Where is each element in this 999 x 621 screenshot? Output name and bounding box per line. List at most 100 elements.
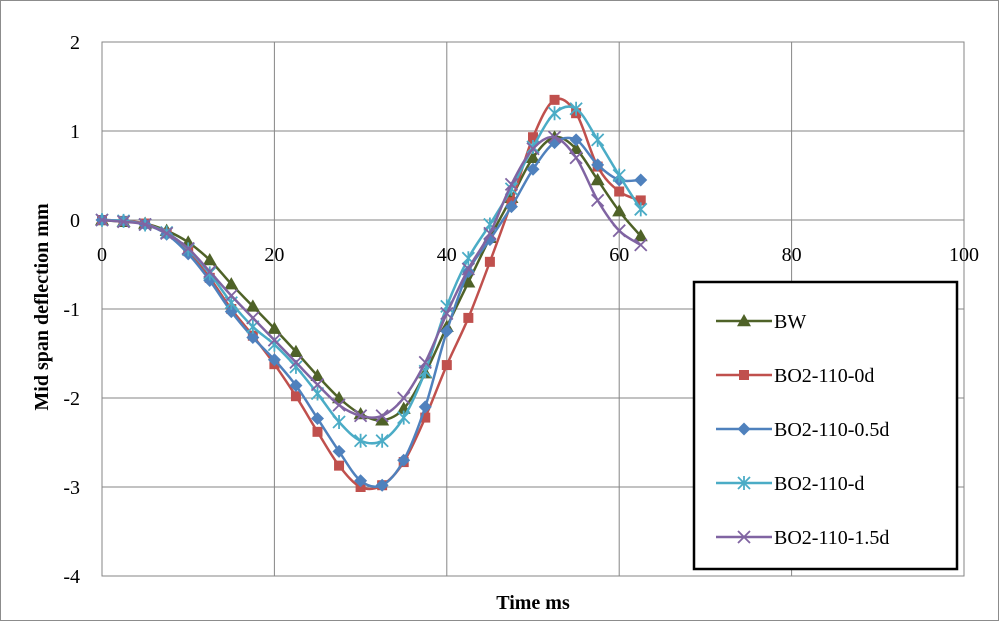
legend-label-1: BO2-110-0d (774, 365, 874, 387)
x-tick-label-3: 60 (609, 244, 629, 266)
series-4-point-19 (504, 177, 519, 192)
series-2-point-20 (526, 162, 540, 176)
series-2-point-16 (440, 324, 454, 338)
series-4-point-23 (591, 193, 605, 208)
series-4-point-8 (267, 333, 282, 347)
series-3-point-25 (634, 202, 648, 217)
x-tick-label-2: 40 (437, 244, 457, 266)
x-axis-title: Time ms (496, 592, 570, 614)
series-3-point-21 (547, 106, 562, 121)
legend-item-3: BO2-110-d (716, 473, 864, 495)
series-2-point-19 (504, 200, 518, 214)
series-3-point-23 (591, 132, 605, 147)
series-4-point-6 (224, 289, 238, 303)
series-4-point-9 (289, 355, 303, 370)
series-2-point-25 (634, 173, 648, 187)
legend-marker-4 (737, 530, 751, 544)
series-0-point-17 (461, 275, 476, 288)
series-0-point-7 (245, 299, 260, 312)
series-4-point-5 (203, 264, 217, 279)
y-tick-label-1: -3 (63, 477, 80, 499)
series-4-point-25 (634, 238, 648, 252)
series-4-point-21 (547, 130, 562, 144)
series-4-point-14 (397, 391, 411, 405)
series-4-point-3 (160, 226, 174, 240)
series-0-point-20 (526, 150, 540, 163)
series-3-point-12 (353, 433, 368, 448)
series-2-point-9 (289, 379, 303, 393)
series-2 (95, 133, 648, 492)
series-line-1 (101, 97, 642, 491)
series-0-point-8 (267, 321, 282, 334)
series-line-3 (101, 105, 642, 445)
series-1-point-20 (528, 132, 538, 143)
series-4-point-2 (138, 217, 152, 232)
series-0-point-11 (332, 391, 347, 404)
series-3-point-14 (397, 410, 411, 425)
legend-item-2: BO2-110-0.5d (716, 419, 889, 441)
series-2-point-11 (332, 444, 346, 458)
series-3-point-11 (332, 415, 346, 430)
series-2-point-22 (569, 133, 583, 147)
series-4-point-20 (526, 142, 540, 156)
y-tick-label-4: 0 (70, 210, 80, 232)
series-line-4 (101, 135, 642, 419)
series-1-point-9 (290, 391, 301, 402)
series-1-point-21 (549, 94, 560, 105)
series-4-point-16 (440, 306, 454, 321)
legend-item-0: BW (716, 311, 806, 333)
x-tick-label-0: 0 (97, 244, 107, 266)
x-tick-label-1: 20 (264, 244, 284, 266)
series-1-point-11 (334, 460, 345, 471)
y-axis-title: Mid span deflection mm (31, 203, 53, 411)
legend-marker-3 (737, 476, 751, 490)
series-4-point-15 (418, 355, 432, 370)
legend-marker-1 (739, 370, 749, 380)
series-2-point-10 (311, 411, 324, 425)
series-4-point-24 (612, 224, 626, 238)
series-0-point-9 (288, 344, 303, 357)
series-4-point-22 (569, 151, 583, 165)
legend-label-4: BO2-110-1.5d (774, 527, 889, 549)
series-line-2 (101, 136, 641, 489)
series-2-point-15 (418, 400, 432, 414)
series-2-point-13 (375, 478, 389, 492)
series-0-point-5 (202, 253, 217, 266)
plot-area (101, 41, 965, 577)
series-2-point-14 (397, 453, 411, 467)
series-3-point-22 (569, 101, 583, 116)
legend: BW BO2-110-0d BO2-110-0.5d BO2-110-d BO2-110… (692, 280, 959, 571)
series-line-0 (101, 135, 642, 422)
series-0-point-10 (310, 368, 325, 381)
series-4-point-11 (332, 398, 346, 412)
series-0-point-24 (612, 204, 627, 217)
y-tick-label-2: -2 (63, 388, 80, 410)
plot-border (101, 41, 965, 577)
legend-item-1: BO2-110-0d (716, 365, 874, 387)
series-0-point-23 (590, 172, 605, 186)
x-tick-label-5: 100 (949, 244, 979, 266)
x-tick-label-4: 80 (782, 244, 802, 266)
series-1-point-25 (635, 195, 646, 206)
legend-label-2: BO2-110-0.5d (774, 419, 889, 441)
legend-box (692, 280, 959, 571)
y-tick-label-0: -4 (63, 566, 80, 588)
series-4-point-18 (483, 226, 497, 240)
series-2-point-8 (267, 353, 281, 367)
series-1-point-16 (441, 360, 452, 371)
series-4 (95, 130, 648, 423)
series-4-point-1 (116, 215, 131, 229)
series-4-point-0 (95, 213, 109, 227)
series-4-point-4 (181, 241, 195, 256)
legend-item-4: BO2-110-1.5d (716, 527, 889, 549)
series-4-point-7 (246, 311, 260, 325)
series-1-point-18 (484, 256, 495, 267)
series-4-point-17 (461, 262, 475, 276)
y-tick-label-6: 2 (70, 32, 80, 54)
series-4-point-10 (310, 378, 325, 392)
series-2-point-7 (246, 330, 260, 344)
series-1 (97, 94, 646, 492)
legend-label-0: BW (774, 311, 806, 333)
series-1-point-17 (463, 312, 474, 323)
